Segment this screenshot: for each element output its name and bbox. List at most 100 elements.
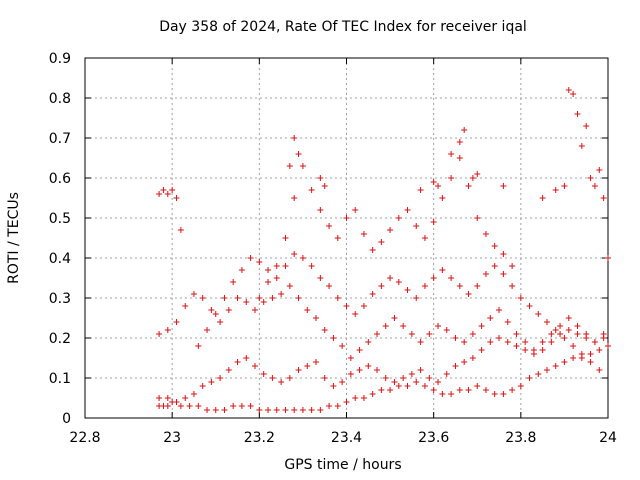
data-point: [326, 403, 333, 409]
data-point: [321, 327, 328, 333]
data-point: [513, 343, 520, 349]
data-point: [561, 359, 568, 365]
data-point: [173, 319, 180, 325]
y-tick-label: 0.2: [49, 331, 71, 347]
data-point: [526, 303, 533, 309]
data-point: [469, 175, 476, 181]
data-point: [190, 391, 197, 397]
data-point: [251, 307, 258, 313]
data-point: [365, 339, 372, 345]
y-tick-label: 0: [62, 411, 71, 427]
data-point: [221, 407, 228, 413]
data-point: [600, 195, 607, 201]
y-tick-label: 0.4: [49, 251, 71, 267]
data-point: [509, 387, 516, 393]
data-point: [282, 263, 289, 269]
data-point: [452, 363, 459, 369]
axis-ticks: [84, 57, 609, 419]
data-point: [500, 391, 507, 397]
data-point: [326, 283, 333, 289]
data-point: [230, 403, 237, 409]
data-point: [404, 383, 411, 389]
data-point: [195, 403, 202, 409]
data-point: [295, 367, 302, 373]
data-point: [596, 367, 603, 373]
data-point: [587, 359, 594, 365]
data-point: [578, 351, 585, 357]
data-point: [496, 307, 503, 313]
data-point: [487, 315, 494, 321]
data-point: [212, 311, 219, 317]
x-tick-labels: 22.8 23 23.2 23.4 23.6 23.8 24: [69, 430, 617, 446]
y-tick-label: 0.1: [49, 371, 71, 387]
data-point: [356, 367, 363, 373]
data-point: [256, 259, 263, 265]
data-point: [164, 403, 171, 409]
data-point: [177, 403, 184, 409]
data-point: [278, 291, 285, 297]
data-point: [552, 187, 559, 193]
data-point: [474, 383, 481, 389]
data-point: [574, 323, 581, 329]
data-point: [378, 239, 385, 245]
data-point: [522, 339, 529, 345]
data-point: [199, 383, 206, 389]
data-point: [269, 295, 276, 301]
data-point: [347, 355, 354, 361]
data-point: [591, 339, 598, 345]
data-point: [583, 123, 590, 129]
data-point: [417, 367, 424, 373]
data-point: [491, 263, 498, 269]
data-point: [199, 295, 206, 301]
data-point: [456, 155, 463, 161]
data-point: [587, 351, 594, 357]
data-point: [500, 183, 507, 189]
data-point: [186, 403, 193, 409]
data-point: [208, 379, 215, 385]
data-point: [417, 187, 424, 193]
data-point: [339, 343, 346, 349]
data-point: [164, 191, 171, 197]
x-tick-label: 23.4: [331, 430, 362, 446]
x-tick-label: 23.8: [505, 430, 536, 446]
data-point: [156, 395, 163, 401]
data-point: [308, 263, 315, 269]
data-point: [448, 151, 455, 157]
data-point: [260, 371, 267, 377]
data-point: [304, 307, 311, 313]
data-point: [543, 367, 550, 373]
data-point: [251, 363, 258, 369]
data-point: [391, 379, 398, 385]
data-point: [387, 275, 394, 281]
data-point: [317, 175, 324, 181]
y-tick-labels: 0 0.1 0.2 0.3 0.4 0.5 0.6 0.7 0.8 0.9: [49, 51, 71, 427]
data-point: [500, 251, 507, 257]
y-tick-label: 0.8: [49, 91, 71, 107]
data-point: [234, 295, 241, 301]
data-point: [430, 275, 437, 281]
data-point: [330, 335, 337, 341]
data-point: [570, 355, 577, 361]
data-point: [330, 383, 337, 389]
data-point: [265, 407, 272, 413]
data-point: [421, 235, 428, 241]
data-point: [217, 319, 224, 325]
data-point: [391, 315, 398, 321]
data-point: [265, 267, 272, 273]
data-point: [291, 195, 298, 201]
data-point: [238, 403, 245, 409]
data-point: [552, 363, 559, 369]
data-point: [417, 339, 424, 345]
data-point: [326, 223, 333, 229]
x-tick-label: 23.2: [244, 430, 275, 446]
data-point: [291, 135, 298, 141]
data-point: [395, 383, 402, 389]
data-point: [509, 283, 516, 289]
data-point: [435, 323, 442, 329]
data-point: [509, 263, 516, 269]
data-point: [295, 151, 302, 157]
data-point: [482, 271, 489, 277]
data-point: [308, 407, 315, 413]
data-point: [452, 335, 459, 341]
data-point: [413, 223, 420, 229]
